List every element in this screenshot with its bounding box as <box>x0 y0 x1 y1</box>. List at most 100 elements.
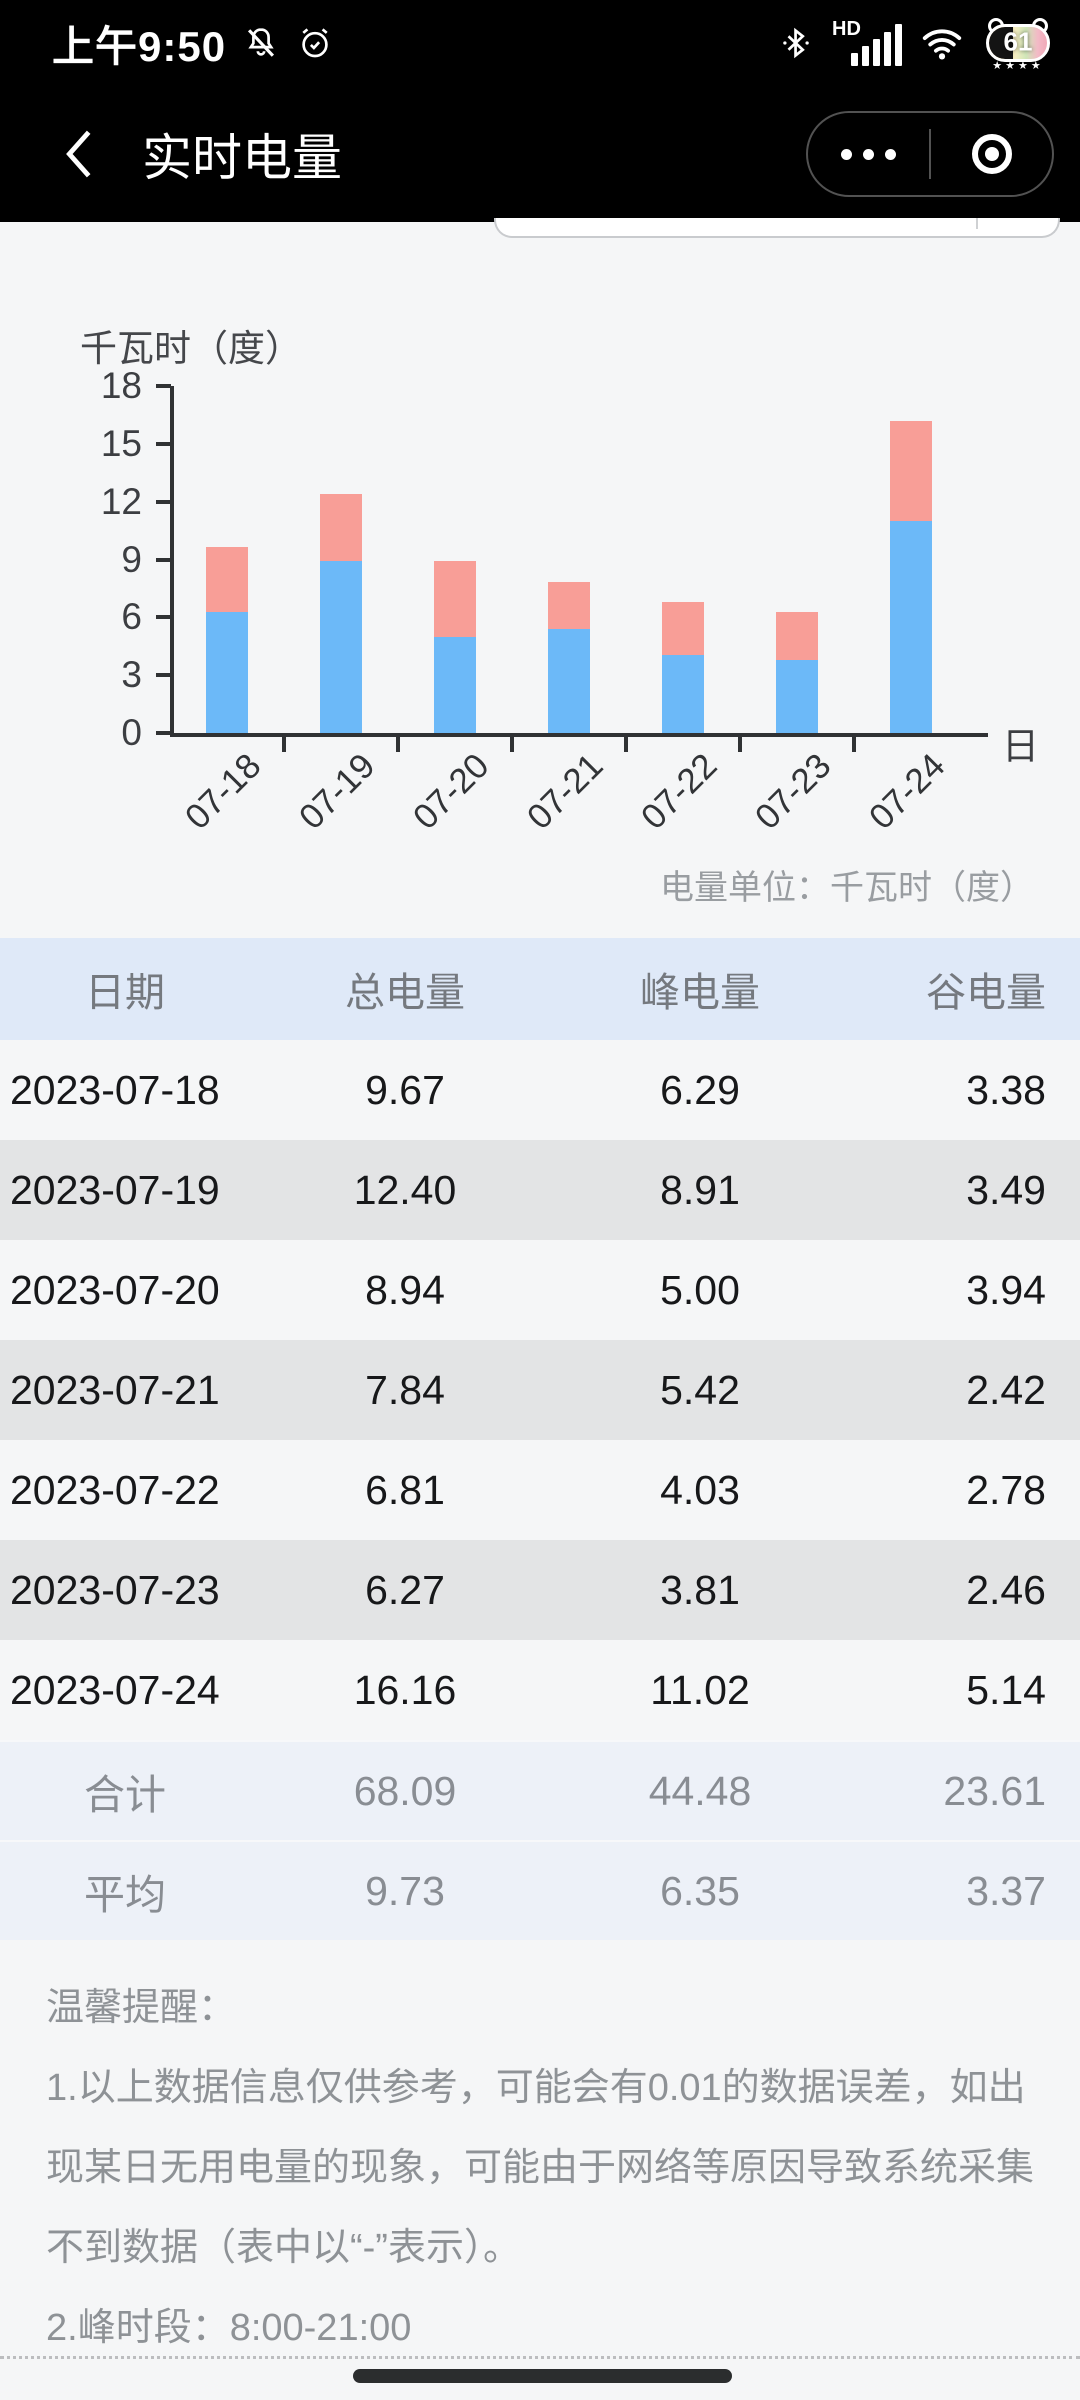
cell-valley: 2.42 <box>966 1366 1046 1413</box>
y-axis-tick-label: 9 <box>121 538 142 580</box>
cell-date: 2023-07-21 <box>10 1366 220 1413</box>
y-axis-tick-label: 15 <box>100 422 142 464</box>
cell-date: 2023-07-23 <box>10 1566 220 1613</box>
cell-total: 6.81 <box>365 1466 445 1513</box>
alarm-icon <box>296 24 334 62</box>
bar-valley-segment <box>662 601 704 656</box>
cell-total: 8.94 <box>365 1266 445 1313</box>
x-axis-line <box>170 733 988 737</box>
table-row: 2023-07-24 16.16 11.02 5.14 <box>0 1640 1080 1740</box>
bar-07-19[interactable] <box>320 493 362 733</box>
status-time: 上午9:50 <box>52 22 227 70</box>
cell-peak: 5.00 <box>660 1266 740 1313</box>
cell-peak: 44.48 <box>648 1767 752 1814</box>
table-header-row: 日期 总电量 峰电量 谷电量 <box>0 938 1080 1040</box>
battery-percent: 61 <box>1003 26 1033 57</box>
table-row: 2023-07-22 6.81 4.03 2.78 <box>0 1440 1080 1540</box>
bar-07-20[interactable] <box>434 560 476 733</box>
bar-valley-segment <box>548 581 590 629</box>
status-bar: 上午9:50 HD <box>0 0 1080 86</box>
cell-peak: 4.03 <box>660 1466 740 1513</box>
x-axis-unit-label: 日 <box>1002 726 1039 767</box>
cell-peak: 8.91 <box>660 1166 740 1213</box>
y-axis-tick-label: 0 <box>121 712 142 753</box>
chart-y-unit-label: 千瓦时（度） <box>80 328 302 369</box>
bar-valley-segment <box>890 421 932 521</box>
usage-table: 日期 总电量 峰电量 谷电量 2023-07-18 9.67 6.29 3.38 202… <box>0 938 1080 1940</box>
y-axis-tick-label: 12 <box>100 480 142 522</box>
page-content: 千瓦时（度） 日 0 3 6 9 12 15 18 07-18 07-19 07-20 07-21 0… <box>0 218 1080 2400</box>
summary-row: 平均 9.73 6.35 3.37 <box>0 1840 1080 1940</box>
bar-peak-segment <box>206 611 248 733</box>
y-axis-tick <box>156 441 171 446</box>
bar-valley-segment <box>206 546 248 612</box>
y-axis-tick <box>156 615 171 620</box>
cell-total: 9.67 <box>365 1066 445 1113</box>
cell-valley: 23.61 <box>943 1767 1046 1814</box>
y-axis-tick <box>156 731 171 735</box>
page-title: 实时电量 <box>142 130 342 186</box>
battery-panda-icon: 61 ★★★★ <box>986 18 1050 72</box>
y-axis-tick-label: 6 <box>121 596 142 638</box>
table-row: 2023-07-20 8.94 5.00 3.94 <box>0 1240 1080 1340</box>
bar-valley-segment <box>320 493 362 562</box>
cell-valley: 3.49 <box>966 1166 1046 1213</box>
bar-07-22[interactable] <box>662 601 704 733</box>
bar-valley-segment <box>776 612 818 660</box>
close-button[interactable] <box>931 113 1052 195</box>
header-total: 总电量 <box>345 971 465 1015</box>
x-axis-tick <box>852 737 856 752</box>
y-axis-tick-label: 3 <box>121 654 142 696</box>
home-indicator[interactable] <box>353 2369 732 2383</box>
cell-total: 9.73 <box>365 1867 445 1914</box>
y-axis-tick <box>156 673 171 678</box>
bar-peak-segment <box>890 520 932 733</box>
cell-valley: 3.37 <box>966 1867 1046 1914</box>
cell-valley: 3.38 <box>966 1066 1046 1113</box>
cell-peak: 5.42 <box>660 1366 740 1413</box>
page-end-divider <box>0 2356 1080 2359</box>
cell-date: 2023-07-20 <box>10 1266 220 1313</box>
back-button[interactable] <box>58 125 100 183</box>
more-button[interactable] <box>808 113 929 195</box>
table-row: 2023-07-21 7.84 5.42 2.42 <box>0 1340 1080 1440</box>
bluetooth-icon <box>778 22 814 64</box>
circle-dot-icon <box>971 134 1012 174</box>
header-valley: 谷电量 <box>926 971 1046 1015</box>
header-peak: 峰电量 <box>640 971 760 1015</box>
table-unit-note: 电量单位：千瓦时（度） <box>660 869 1034 907</box>
y-axis-line <box>170 386 174 737</box>
chevron-left-icon <box>66 130 91 178</box>
x-axis-tick <box>738 737 742 752</box>
cell-total: 7.84 <box>365 1366 445 1413</box>
cell-valley: 2.78 <box>966 1466 1046 1513</box>
mute-icon <box>242 24 280 62</box>
bar-valley-segment <box>434 560 476 637</box>
bar-peak-segment <box>320 561 362 733</box>
cell-peak: 3.81 <box>660 1566 740 1613</box>
bar-07-24[interactable] <box>890 421 932 733</box>
cell-peak: 6.29 <box>660 1066 740 1113</box>
date-range-selector-partial[interactable] <box>494 218 1060 238</box>
cell-date: 2023-07-19 <box>10 1166 220 1213</box>
selector-divider <box>976 218 978 229</box>
signal-bars <box>851 24 902 66</box>
notice-title: 温馨提醒： <box>46 1987 237 2029</box>
cell-total: 16.16 <box>353 1666 457 1713</box>
cell-valley: 3.94 <box>966 1266 1046 1313</box>
x-axis-tick <box>624 737 628 752</box>
x-axis-tick <box>396 737 400 752</box>
usage-table-body: 2023-07-18 9.67 6.29 3.38 2023-07-19 12.40 8.9… <box>0 1040 1080 1940</box>
x-axis-tick <box>282 737 286 752</box>
cell-valley: 2.46 <box>966 1566 1046 1613</box>
bar-07-18[interactable] <box>206 546 248 733</box>
cell-date: 2023-07-22 <box>10 1466 220 1513</box>
table-row: 2023-07-23 6.27 3.81 2.46 <box>0 1540 1080 1640</box>
cell-total: 12.40 <box>353 1166 457 1213</box>
cell-total: 6.27 <box>365 1566 445 1613</box>
more-dots-icon <box>841 148 896 160</box>
bar-07-23[interactable] <box>776 612 818 733</box>
y-axis-tick <box>156 557 171 562</box>
bar-07-21[interactable] <box>548 581 590 733</box>
